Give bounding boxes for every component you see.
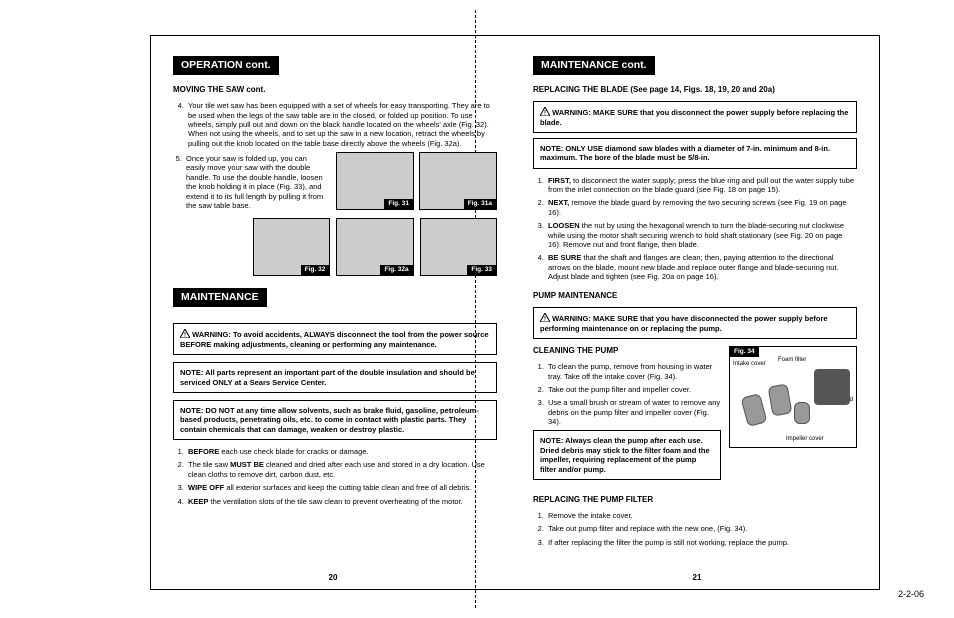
- bold: NEXT,: [548, 198, 569, 207]
- operation-list-5: Once your saw is folded up, you can easi…: [173, 154, 328, 210]
- bold: LOOSEN: [548, 221, 580, 230]
- bold: BE SURE: [548, 253, 581, 262]
- cleaning-step: Take out the pump filter and impeller co…: [546, 385, 721, 394]
- page-number: 20: [151, 573, 515, 583]
- note-text: NOTE: ONLY USE diamond saw blades with a…: [540, 144, 830, 162]
- figure-label: Fig. 32: [301, 265, 330, 275]
- figure-label: Fig. 31a: [464, 199, 496, 209]
- figure-label: Fig. 34: [730, 347, 759, 357]
- label-foam: Foam filter: [778, 357, 806, 363]
- filter-list: Remove the intake cover. Take out pump f…: [533, 511, 857, 547]
- section-header-maintenance-cont: MAINTENANCE cont.: [533, 56, 655, 75]
- note-box-1: NOTE: All parts represent an important p…: [173, 362, 497, 393]
- label-impeller: Impeller cover: [786, 436, 824, 442]
- cleaning-step: To clean the pump, remove from housing i…: [546, 362, 721, 381]
- subhead-replacing-blade: REPLACING THE BLADE (See page 14, Figs. …: [533, 85, 857, 95]
- figure-label: Fig. 31: [384, 199, 413, 209]
- blade-steps-list: FIRST, to disconnect the water supply; p…: [533, 176, 857, 282]
- page-number: 21: [515, 573, 879, 583]
- text: to disconnect the water supply; press th…: [548, 176, 854, 194]
- bold: MUST BE: [230, 460, 264, 469]
- svg-text:!: !: [544, 317, 546, 323]
- subhead-replacing-filter: REPLACING THE PUMP FILTER: [533, 495, 857, 505]
- warning-label: WARNING:: [192, 330, 231, 339]
- figure-33: Fig. 33: [420, 218, 497, 276]
- note-box-blade: NOTE: ONLY USE diamond saw blades with a…: [533, 138, 857, 169]
- figure-32a: Fig. 32a: [336, 218, 413, 276]
- subhead-pump-maintenance: PUMP MAINTENANCE: [533, 291, 857, 301]
- figure-31a: Fig. 31a: [419, 152, 497, 210]
- bold: FIRST,: [548, 176, 571, 185]
- note-text: NOTE: DO NOT at any time allow solvents,…: [180, 406, 479, 434]
- bold: KEEP: [188, 497, 208, 506]
- text: all exterior surfaces and keep the cutti…: [224, 483, 471, 492]
- warning-label: WARNING:: [552, 108, 591, 117]
- maintenance-item: WIPE OFF all exterior surfaces and keep …: [186, 483, 497, 492]
- figure-label: Fig. 33: [467, 265, 496, 275]
- cleaning-step: Use a small brush or stream of water to …: [546, 398, 721, 426]
- maintenance-item: KEEP the ventilation slots of the tile s…: [186, 497, 497, 506]
- blade-step: FIRST, to disconnect the water supply; p…: [546, 176, 857, 195]
- text: each use check blade for cracks or damag…: [219, 447, 368, 456]
- maintenance-list: BEFORE each use check blade for cracks o…: [173, 447, 497, 506]
- shape-impeller: [794, 402, 810, 424]
- section-header-maintenance: MAINTENANCE: [173, 288, 267, 307]
- text: the ventilation slots of the tile saw cl…: [208, 497, 462, 506]
- section-header-operation: OPERATION cont.: [173, 56, 279, 75]
- page-20: OPERATION cont. MOVING THE SAW cont. You…: [151, 36, 515, 589]
- text: The tile saw: [188, 460, 230, 469]
- cleaning-list: To clean the pump, remove from housing i…: [533, 362, 721, 426]
- shape-motor: [814, 369, 850, 405]
- label-intake: Intake cover: [733, 361, 766, 367]
- note-box-pump: NOTE: Always clean the pump after each u…: [533, 430, 721, 480]
- warning-box-1: ! WARNING: To avoid accidents, ALWAYS di…: [173, 323, 497, 355]
- warning-icon: !: [180, 329, 190, 338]
- subhead-cleaning-pump: CLEANING THE PUMP: [533, 346, 721, 356]
- figure-label: Fig. 32a: [380, 265, 412, 275]
- filter-step: Remove the intake cover.: [546, 511, 857, 520]
- figure-34: Fig. 34 Intake cover Foam filter Motor h…: [729, 346, 857, 448]
- operation-list: Your tile wet saw has been equipped with…: [173, 101, 497, 148]
- document-spread: OPERATION cont. MOVING THE SAW cont. You…: [150, 35, 880, 590]
- svg-text:!: !: [184, 333, 186, 339]
- figure-31: Fig. 31: [336, 152, 414, 210]
- bold: WIPE OFF: [188, 483, 224, 492]
- maintenance-item: The tile saw MUST BE cleaned and dried a…: [186, 460, 497, 479]
- warning-box-pump: ! WARNING: MAKE SURE that you have disco…: [533, 307, 857, 339]
- warning-box-blade: ! WARNING: MAKE SURE that you disconnect…: [533, 101, 857, 133]
- note-box-2: NOTE: DO NOT at any time allow solvents,…: [173, 400, 497, 440]
- shape-intake: [740, 393, 767, 427]
- bold: BEFORE: [188, 447, 219, 456]
- warning-icon: !: [540, 313, 550, 322]
- shape-filter: [768, 384, 793, 417]
- operation-item-5: Once your saw is folded up, you can easi…: [184, 154, 328, 210]
- operation-item-4: Your tile wet saw has been equipped with…: [186, 101, 497, 148]
- figure-32: Fig. 32: [253, 218, 330, 276]
- text: the nut by using the hexagonal wrench to…: [548, 221, 844, 249]
- blade-step: BE SURE that the shaft and flanges are c…: [546, 253, 857, 281]
- note-text: NOTE: Always clean the pump after each u…: [540, 436, 710, 473]
- filter-step: If after replacing the filter the pump i…: [546, 538, 857, 547]
- svg-text:!: !: [544, 111, 546, 117]
- blade-step: NEXT, remove the blade guard by removing…: [546, 198, 857, 217]
- text: remove the blade guard by removing the t…: [548, 198, 847, 216]
- document-date: 2-2-06: [898, 589, 924, 600]
- note-text: NOTE: All parts represent an important p…: [180, 368, 475, 386]
- page-21: MAINTENANCE cont. REPLACING THE BLADE (S…: [515, 36, 879, 589]
- filter-step: Take out pump filter and replace with th…: [546, 524, 857, 533]
- blade-step: LOOSEN the nut by using the hexagonal wr…: [546, 221, 857, 249]
- warning-label: WARNING:: [552, 314, 591, 323]
- warning-icon: !: [540, 107, 550, 116]
- text: that the shaft and flanges are clean; th…: [548, 253, 839, 281]
- subhead-moving-saw: MOVING THE SAW cont.: [173, 85, 497, 95]
- maintenance-item: BEFORE each use check blade for cracks o…: [186, 447, 497, 456]
